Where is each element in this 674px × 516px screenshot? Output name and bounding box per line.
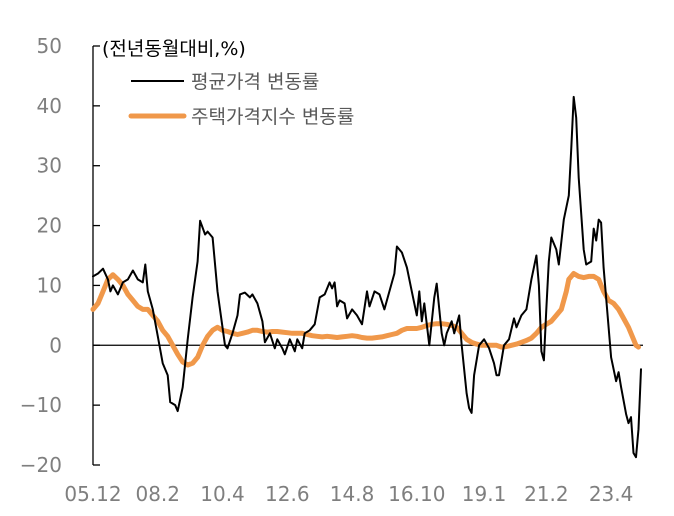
y-tick-label: 20 — [37, 214, 62, 238]
x-tick-label: 16.10 — [388, 482, 445, 506]
plot-area — [90, 95, 642, 459]
x-tick-label: 19.1 — [462, 482, 507, 506]
x-tick-label: 10.4 — [200, 482, 245, 506]
series-line-average-price — [92, 95, 642, 459]
y-axis-tick-labels: 50 40 30 20 10 0 −10 −20 — [20, 34, 62, 477]
y-axis-tick-marks — [93, 45, 100, 466]
x-tick-label: 23.4 — [589, 482, 634, 506]
y-tick-label: 50 — [37, 34, 62, 58]
y-tick-label: 30 — [37, 154, 62, 178]
x-axis-tick-labels: 05.12 08.2 10.4 12.6 14.8 16.10 19.1 21.2 23.4 — [64, 482, 633, 506]
y-tick-label: −10 — [20, 393, 62, 417]
legend-label-housing-index: 주택가격지수 변동률 — [191, 106, 354, 128]
y-tick-label: 0 — [49, 333, 62, 357]
x-tick-label: 05.12 — [64, 482, 121, 506]
legend-label-average-price: 평균가격 변동률 — [191, 71, 319, 93]
y-tick-label: −20 — [20, 453, 62, 477]
x-tick-label: 08.2 — [135, 482, 180, 506]
y-tick-label: 10 — [37, 273, 62, 297]
x-tick-label: 21.2 — [524, 482, 569, 506]
series-line-housing-index — [90, 271, 641, 368]
unit-label: (전년동월대비,%) — [102, 38, 246, 60]
y-tick-label: 40 — [37, 94, 62, 118]
legend: 평균가격 변동률 주택가격지수 변동률 — [128, 71, 354, 128]
x-tick-label: 14.8 — [330, 482, 375, 506]
x-tick-label: 12.6 — [265, 482, 310, 506]
